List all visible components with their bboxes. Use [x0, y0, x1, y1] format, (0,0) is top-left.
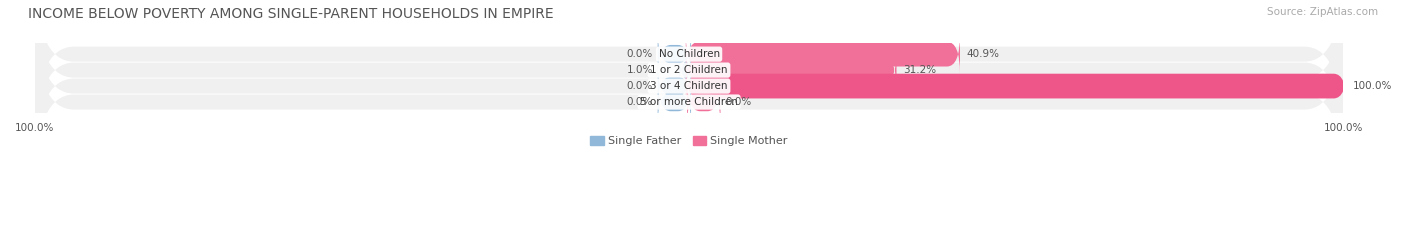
Text: 100.0%: 100.0% — [1353, 81, 1393, 91]
FancyBboxPatch shape — [35, 0, 1344, 174]
FancyBboxPatch shape — [679, 51, 692, 90]
Text: 1.0%: 1.0% — [627, 65, 652, 75]
Text: 1 or 2 Children: 1 or 2 Children — [651, 65, 728, 75]
Text: 40.9%: 40.9% — [966, 49, 1000, 59]
Text: 0.0%: 0.0% — [627, 81, 652, 91]
Text: 0.0%: 0.0% — [627, 97, 652, 107]
FancyBboxPatch shape — [658, 63, 690, 109]
FancyBboxPatch shape — [686, 51, 897, 90]
Legend: Single Father, Single Mother: Single Father, Single Mother — [591, 136, 787, 146]
Text: INCOME BELOW POVERTY AMONG SINGLE-PARENT HOUSEHOLDS IN EMPIRE: INCOME BELOW POVERTY AMONG SINGLE-PARENT… — [28, 7, 554, 21]
FancyBboxPatch shape — [35, 0, 1344, 142]
Text: 0.0%: 0.0% — [627, 49, 652, 59]
FancyBboxPatch shape — [658, 31, 690, 77]
FancyBboxPatch shape — [658, 79, 690, 125]
FancyBboxPatch shape — [688, 79, 720, 125]
Text: Source: ZipAtlas.com: Source: ZipAtlas.com — [1267, 7, 1378, 17]
Text: 3 or 4 Children: 3 or 4 Children — [651, 81, 728, 91]
Text: 31.2%: 31.2% — [903, 65, 936, 75]
Text: 0.0%: 0.0% — [725, 97, 751, 107]
FancyBboxPatch shape — [35, 14, 1344, 190]
FancyBboxPatch shape — [686, 34, 960, 74]
Text: No Children: No Children — [658, 49, 720, 59]
Text: 5 or more Children: 5 or more Children — [640, 97, 738, 107]
FancyBboxPatch shape — [686, 66, 1347, 106]
FancyBboxPatch shape — [35, 0, 1344, 158]
